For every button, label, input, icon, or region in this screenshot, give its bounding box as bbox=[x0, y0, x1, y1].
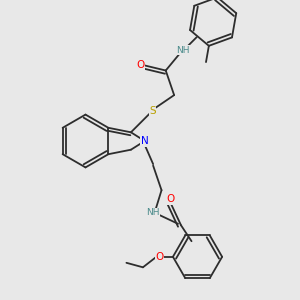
Text: O: O bbox=[137, 60, 145, 70]
Text: NH: NH bbox=[146, 208, 159, 217]
Text: O: O bbox=[155, 252, 164, 262]
Text: S: S bbox=[149, 106, 156, 116]
Text: N: N bbox=[141, 136, 148, 146]
Text: O: O bbox=[167, 194, 175, 204]
Text: NH: NH bbox=[176, 46, 190, 55]
